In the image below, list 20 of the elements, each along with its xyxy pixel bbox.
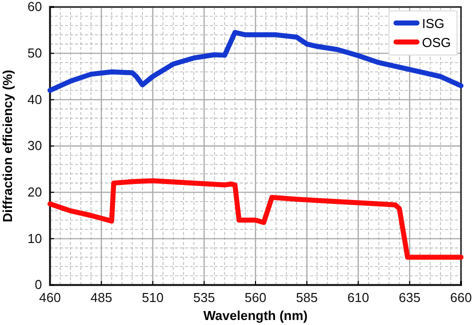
y-tick-label: 30 xyxy=(28,138,42,154)
x-tick-label: 560 xyxy=(244,290,266,306)
x-tick-label: 510 xyxy=(142,290,164,306)
x-tick-label: 610 xyxy=(347,290,370,306)
x-tick-label: 485 xyxy=(90,290,112,306)
x-tick-label: 660 xyxy=(450,290,472,306)
y-tick-label: 50 xyxy=(28,45,42,60)
x-tick-label: 585 xyxy=(296,290,318,306)
y-tick-label: 0 xyxy=(34,277,42,292)
y-axis-title: Diffraction efficiency (%) xyxy=(0,70,15,222)
legend-label: OSG xyxy=(422,35,451,50)
x-axis-title: Wavelength (nm) xyxy=(203,308,308,323)
y-tick-label: 10 xyxy=(28,230,42,246)
x-tick-label: 460 xyxy=(39,290,61,306)
x-tick-label: 535 xyxy=(193,290,215,306)
x-tick-label: 635 xyxy=(398,290,420,306)
y-tick-label: 20 xyxy=(28,184,42,200)
legend-label: ISG xyxy=(422,16,444,31)
y-tick-label: 40 xyxy=(28,92,42,107)
y-tick-label: 60 xyxy=(28,0,42,14)
